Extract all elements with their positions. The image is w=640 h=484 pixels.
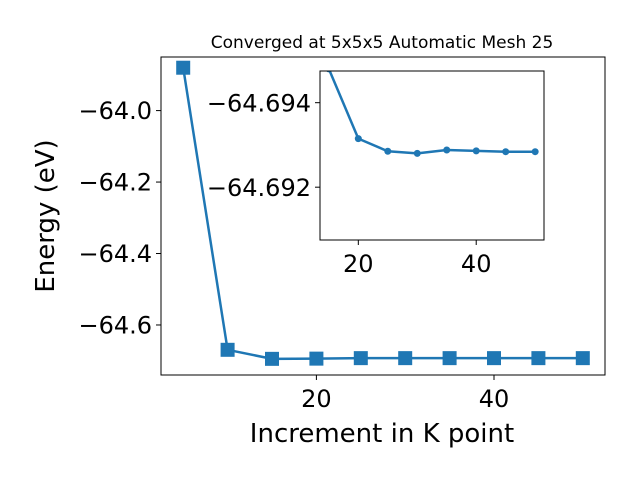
y-tick-label: −64.0 bbox=[78, 97, 152, 125]
main-x-axis: 20 40 bbox=[301, 375, 509, 413]
y-tick-label: −64.692 bbox=[207, 174, 311, 202]
x-axis-label: Increment in K point bbox=[250, 419, 514, 449]
data-point bbox=[176, 60, 191, 75]
x-tick-label: 20 bbox=[343, 250, 374, 278]
series-line bbox=[328, 71, 536, 155]
data-point bbox=[220, 342, 235, 357]
data-point bbox=[443, 146, 451, 154]
inset-x-axis: 20 40 bbox=[343, 240, 491, 278]
data-point bbox=[265, 351, 279, 366]
main-plot-area: 20 40 −64.0−64.2−64.4−64.6 bbox=[78, 56, 606, 413]
x-tick-label: 20 bbox=[301, 385, 332, 413]
chart-title: Converged at 5x5x5 Automatic Mesh 25 bbox=[211, 33, 554, 53]
main-y-axis: −64.0 −64.2 −64.4 −64.6 bbox=[78, 97, 161, 340]
data-point bbox=[472, 147, 480, 155]
data-point bbox=[487, 351, 501, 366]
main-axes-frame bbox=[160, 56, 606, 376]
data-point bbox=[442, 351, 457, 366]
y-axis-label: Energy (eV) bbox=[31, 139, 61, 292]
data-point bbox=[575, 351, 590, 366]
data-point bbox=[309, 351, 324, 366]
main-series bbox=[176, 60, 590, 366]
series-line bbox=[181, 67, 583, 361]
inset-plot-area: 20 40 −64.694−64.692 bbox=[207, 70, 545, 278]
data-point bbox=[353, 351, 368, 366]
x-tick-label: 40 bbox=[461, 250, 492, 278]
data-point bbox=[354, 135, 362, 143]
data-point bbox=[398, 351, 413, 366]
y-tick-label: −64.2 bbox=[78, 169, 152, 197]
inset-axes-frame bbox=[319, 70, 545, 241]
data-point bbox=[384, 147, 392, 155]
data-point bbox=[531, 351, 546, 366]
y-tick-label: −64.694 bbox=[207, 89, 311, 117]
y-tick-label: −64.6 bbox=[78, 312, 152, 340]
y-tick-label: −64.4 bbox=[78, 240, 152, 268]
x-tick-label: 40 bbox=[479, 385, 510, 413]
data-point bbox=[413, 149, 421, 157]
data-point bbox=[502, 148, 510, 156]
data-point bbox=[531, 148, 539, 156]
inset-background bbox=[320, 71, 544, 240]
inset-y-axis: −64.694 −64.692 bbox=[207, 89, 320, 202]
